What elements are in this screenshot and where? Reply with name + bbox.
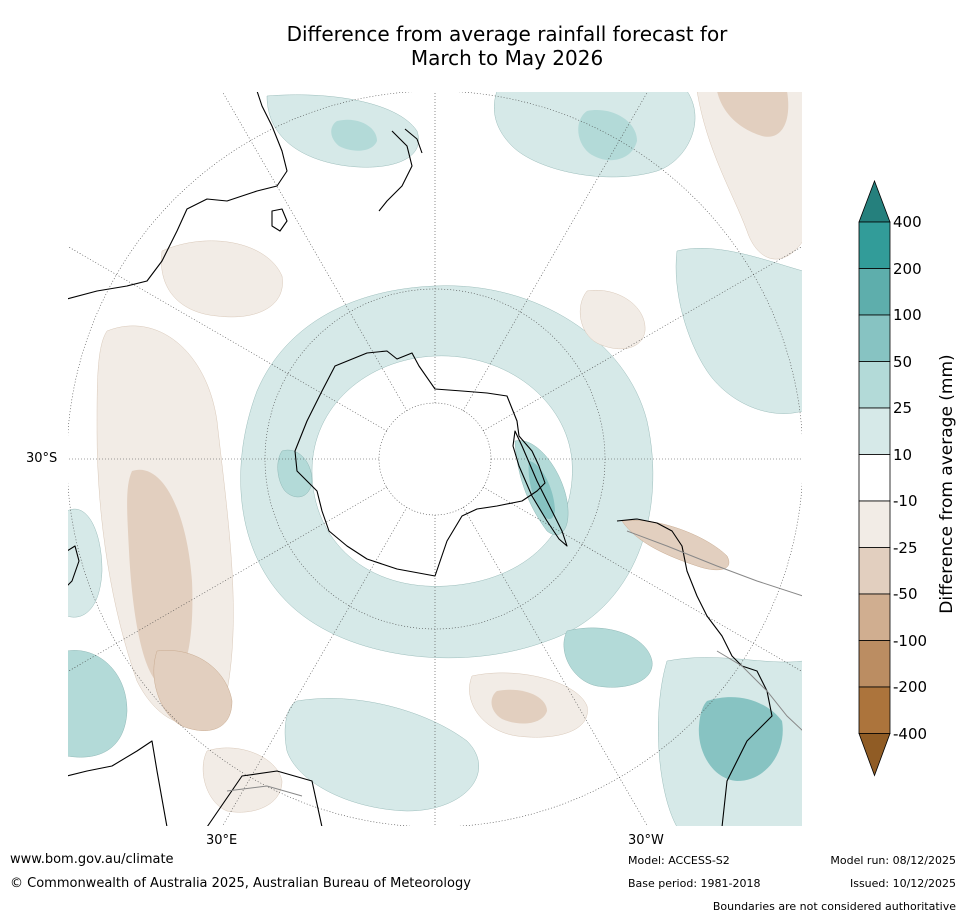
antarctica-coastline	[294, 350, 546, 577]
colorbar-swatch	[858, 221, 891, 269]
wet-patch-south-pacific-core	[578, 110, 637, 161]
dry-patch-indian-ocean-core	[127, 469, 193, 687]
colorbar-tick: 200	[893, 259, 922, 278]
dry-patch-near-africa	[202, 747, 283, 813]
colorbar-label: Difference from average (mm)	[937, 354, 957, 614]
dry-patch-south-atlantic	[153, 650, 233, 731]
model-run-date: Model run: 08/12/2025	[830, 854, 956, 867]
africa-coastline-east	[206, 770, 323, 827]
anomaly-shading	[67, 91, 803, 827]
rainfall-anomaly-map	[67, 91, 803, 827]
wet-patch-west-indian	[67, 508, 103, 618]
colorbar-tick: -200	[893, 678, 928, 696]
country-boundaries	[226, 530, 803, 797]
title-line-2: March to May 2026	[410, 46, 604, 70]
coastlines	[67, 91, 773, 827]
australia-coastline	[67, 91, 288, 300]
wet-patch-tasman-core	[331, 119, 377, 151]
colorbar-tick: -100	[893, 631, 928, 650]
colorbar-swatch	[858, 361, 891, 409]
boundary-disclaimer: Boundaries are not considered authoritat…	[712, 900, 956, 913]
colorbar-arrow-top	[858, 180, 891, 223]
dry-patch-mid-pacific	[580, 289, 646, 350]
colorbar-tick: 400	[893, 213, 922, 231]
wet-patch-chile-coast-core	[698, 697, 783, 781]
africa-coastline	[67, 740, 168, 827]
longitude-label-30w: 30°W	[628, 833, 664, 848]
base-period: Base period: 1981-2018	[628, 877, 761, 890]
issued-date: Issued: 10/12/2025	[849, 877, 956, 890]
latitude-label-30s: 30°S	[26, 451, 58, 466]
antarctic-peninsula-coastline	[512, 430, 568, 547]
colorbar-tick: -10	[893, 492, 918, 510]
website-url[interactable]: www.bom.gov.au/climate	[10, 852, 174, 867]
colorbar-swatch	[858, 268, 891, 316]
colorbar-tick: 100	[893, 306, 922, 324]
colorbar-swatch	[858, 593, 891, 641]
colorbar-swatch	[858, 454, 891, 502]
argentina-chile-boundary	[716, 650, 803, 732]
colorbar-swatch	[858, 314, 891, 362]
wet-patch-south-atlantic-southwest	[67, 650, 128, 758]
southern-africa-boundary	[226, 785, 303, 797]
new-zealand-coastline	[378, 128, 423, 212]
colorbar-tick: 10	[893, 445, 913, 464]
dry-patch-east-pacific-core	[717, 91, 789, 137]
colorbar-arrow-bottom	[858, 733, 891, 777]
wet-patch-east-pacific-band	[675, 248, 803, 414]
colorbar-tick: -50	[893, 585, 918, 603]
wet-patch-kerguelen	[277, 449, 313, 498]
model-name: Model: ACCESS-S2	[628, 854, 730, 867]
wet-patch-south-atlantic-band	[284, 698, 479, 812]
colorbar-swatch	[858, 640, 891, 688]
map-title: Difference from average rainfall forecas…	[190, 22, 824, 70]
title-line-1: Difference from average rainfall forecas…	[286, 22, 728, 46]
madagascar-coastline	[67, 545, 80, 587]
colorbar-swatch	[858, 407, 891, 455]
longitude-label-30e: 30°E	[206, 833, 238, 848]
colorbar-tick: 50	[893, 352, 913, 371]
southern-ocean-wet-ring	[240, 285, 654, 659]
colorbar-swatch	[858, 686, 891, 734]
dry-patch-west-australia	[161, 240, 283, 318]
colorbar-tick: -400	[893, 724, 928, 743]
wet-patch-mid-south-pacific	[563, 627, 653, 688]
tasmania-coastline	[271, 208, 288, 232]
colorbar	[858, 180, 891, 777]
colorbar-tick: -25	[893, 538, 918, 557]
copyright-notice: © Commonwealth of Australia 2025, Austra…	[10, 876, 471, 891]
graticule	[67, 91, 803, 827]
andes-boundary	[626, 530, 803, 597]
colorbar-tick: 25	[893, 399, 913, 417]
dry-patch-south-pacific-low-core	[491, 689, 547, 724]
colorbar-swatch	[858, 547, 891, 595]
colorbar-swatch	[858, 500, 891, 548]
south-america-coastline	[616, 518, 773, 827]
